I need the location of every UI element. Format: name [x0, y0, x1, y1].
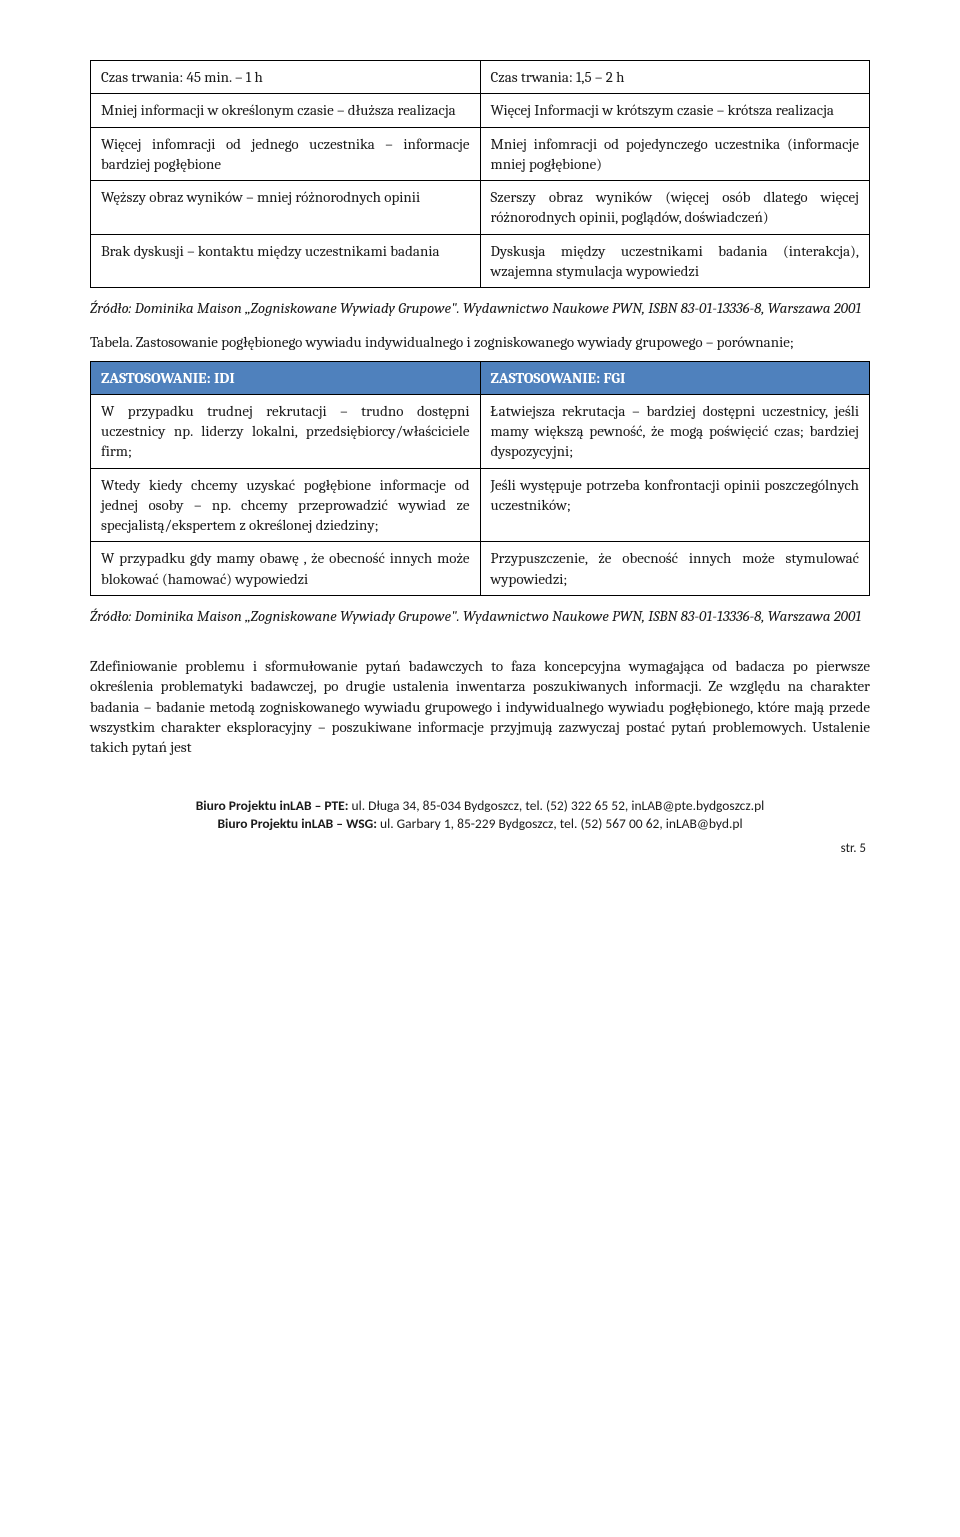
table-row: Więcej infomracji od jednego uczestnika … [91, 127, 870, 181]
footer-line-2: Biuro Projektu inLAB – WSG: ul. Garbary … [90, 815, 870, 833]
cell-right: Łatwiejsza rekrutacja – bardziej dostępn… [480, 394, 870, 468]
source-citation-2: Źródło: Dominika Maison „Zogniskowane Wy… [90, 606, 870, 626]
cell-left: Brak dyskusji – kontaktu między uczestni… [91, 234, 481, 288]
cell-right: Czas trwania: 1,5 – 2 h [480, 61, 870, 94]
source-citation-1: Źródło: Dominika Maison „Zogniskowane Wy… [90, 298, 870, 318]
cell-right: Szerszy obraz wyników (więcej osób dlate… [480, 181, 870, 235]
cell-left: W przypadku gdy mamy obawę , że obecność… [91, 542, 481, 596]
table-row: Brak dyskusji – kontaktu między uczestni… [91, 234, 870, 288]
header-idi: ZASTOSOWANIE: IDI [91, 361, 481, 394]
body-paragraph: Zdefiniowanie problemu i sformułowanie p… [90, 656, 870, 757]
table-row: W przypadku trudnej rekrutacji – trudno … [91, 394, 870, 468]
header-fgi: ZASTOSOWANIE: FGI [480, 361, 870, 394]
table-2-title: Tabela. Zastosowanie pogłębionego wywiad… [90, 332, 870, 352]
cell-left: Mniej informacji w określonym czasie – d… [91, 94, 481, 127]
cell-left: Czas trwania: 45 min. – 1 h [91, 61, 481, 94]
comparison-table-2: ZASTOSOWANIE: IDI ZASTOSOWANIE: FGI W pr… [90, 361, 870, 596]
page-footer: Biuro Projektu inLAB – PTE: ul. Długa 34… [90, 797, 870, 857]
cell-left: Więcej infomracji od jednego uczestnika … [91, 127, 481, 181]
table-row: Węższy obraz wyników – mniej różnorodnyc… [91, 181, 870, 235]
footer-line-1-rest: ul. Długa 34, 85-034 Bydgoszcz, tel. (52… [348, 797, 764, 814]
table-row: Czas trwania: 45 min. – 1 hCzas trwania:… [91, 61, 870, 94]
table-row: Wtedy kiedy chcemy uzyskać pogłębione in… [91, 468, 870, 542]
cell-right: Mniej infomracji od pojedynczego uczestn… [480, 127, 870, 181]
footer-line-1: Biuro Projektu inLAB – PTE: ul. Długa 34… [90, 797, 870, 815]
footer-line-1-bold: Biuro Projektu inLAB – PTE: [196, 797, 349, 814]
comparison-table-1: Czas trwania: 45 min. – 1 hCzas trwania:… [90, 60, 870, 288]
page-number: str. 5 [90, 840, 870, 858]
table-header-row: ZASTOSOWANIE: IDI ZASTOSOWANIE: FGI [91, 361, 870, 394]
footer-line-2-bold: Biuro Projektu inLAB – WSG: [217, 815, 377, 832]
cell-right: Przypuszczenie, że obecność innych może … [480, 542, 870, 596]
cell-left: W przypadku trudnej rekrutacji – trudno … [91, 394, 481, 468]
cell-left: Wtedy kiedy chcemy uzyskać pogłębione in… [91, 468, 481, 542]
footer-line-2-rest: ul. Garbary 1, 85-229 Bydgoszcz, tel. (5… [377, 815, 743, 832]
table-row: W przypadku gdy mamy obawę , że obecność… [91, 542, 870, 596]
cell-right: Dyskusja między uczestnikami badania (in… [480, 234, 870, 288]
cell-left: Węższy obraz wyników – mniej różnorodnyc… [91, 181, 481, 235]
table-row: Mniej informacji w określonym czasie – d… [91, 94, 870, 127]
cell-right: Jeśli występuje potrzeba konfrontacji op… [480, 468, 870, 542]
cell-right: Więcej Informacji w krótszym czasie – kr… [480, 94, 870, 127]
